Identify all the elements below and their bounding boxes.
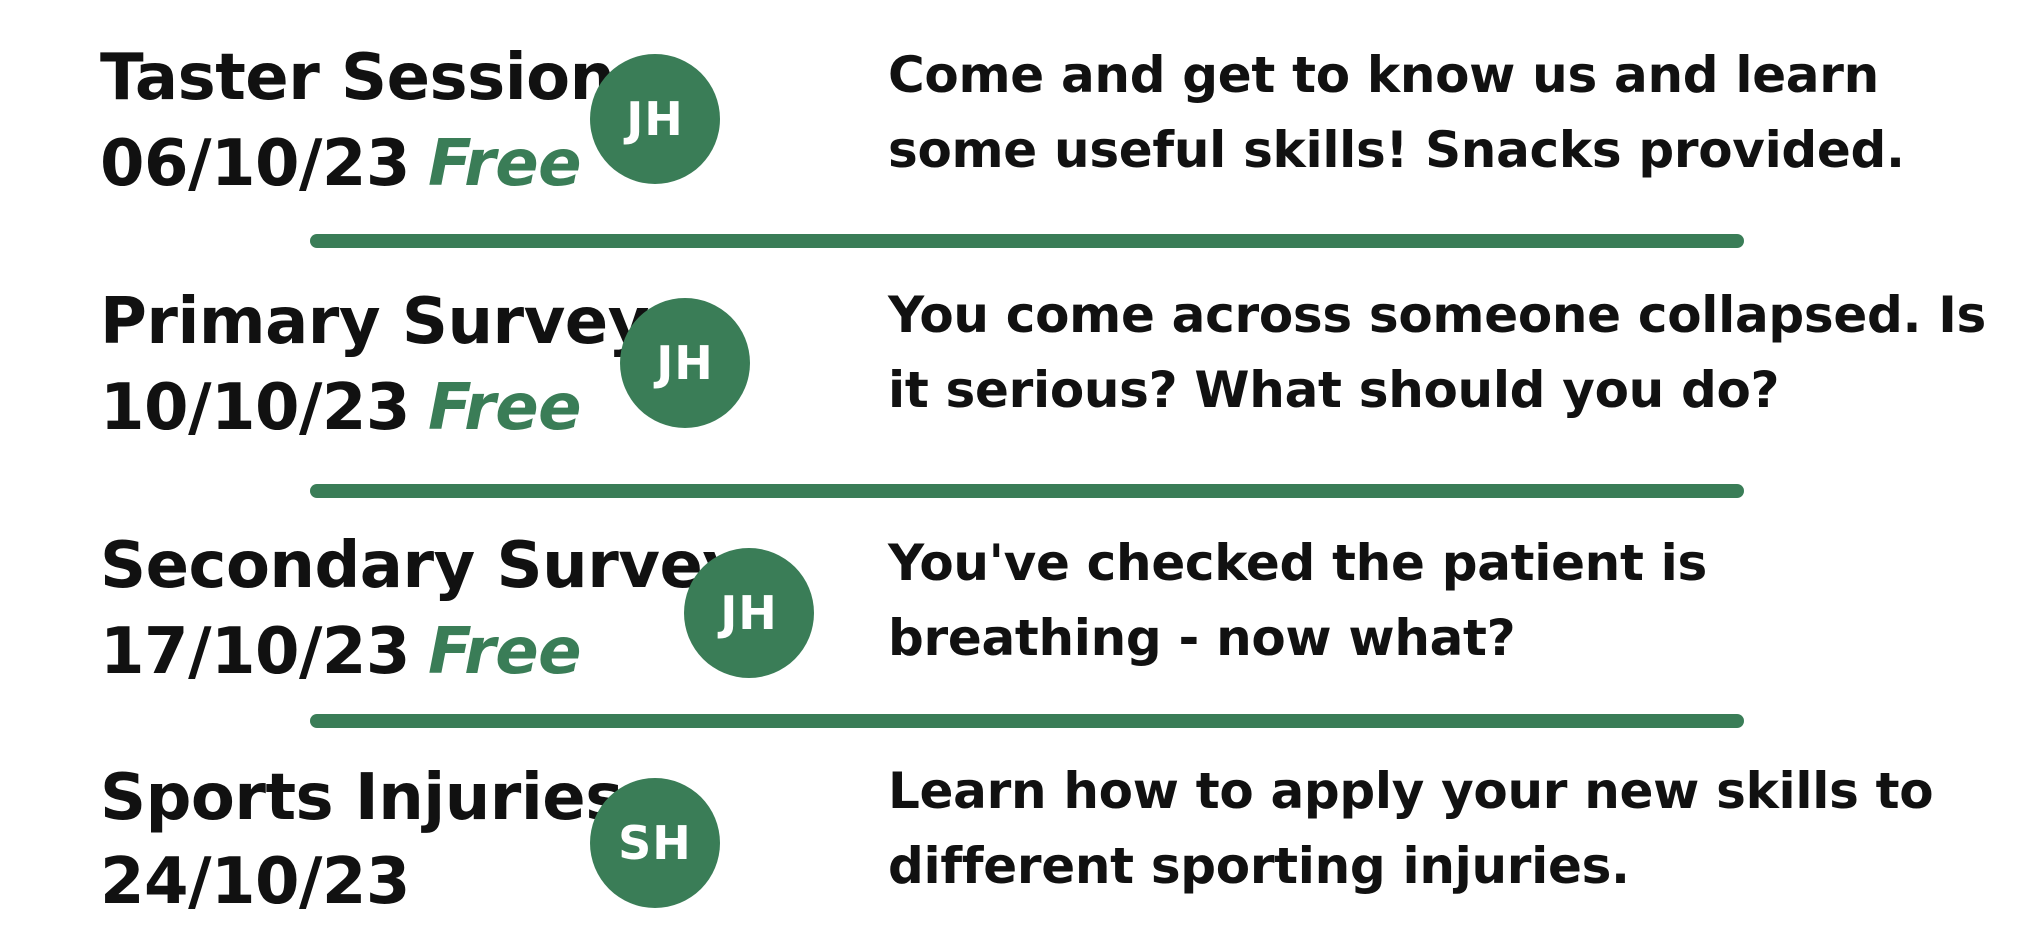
session-description: Come and get to know us and learn some u… [888, 46, 1905, 179]
session-price: Free [427, 371, 582, 445]
session-date-line: 17/10/23 Free [100, 620, 582, 684]
session-date-line: 10/10/23 Free [100, 376, 582, 440]
session-date: 24/10/23 [100, 845, 410, 919]
session-title: Sports Injuries [100, 761, 623, 835]
session-description: Learn how to apply your new skills to di… [888, 762, 1934, 895]
instructor-avatar: JH [590, 54, 720, 184]
instructor-avatar: JH [620, 298, 750, 428]
session-date: 06/10/23 [100, 127, 410, 201]
session-description: You come across someone collapsed. Is it… [888, 286, 1987, 419]
session-price: Free [427, 615, 582, 689]
session-title: Taster Session [100, 41, 615, 115]
session-title: Primary Survey [100, 285, 649, 359]
session-date: 17/10/23 [100, 615, 410, 689]
session-description: You've checked the patient is breathing … [888, 534, 1707, 667]
instructor-avatar: SH [590, 778, 720, 908]
session-date-line: 24/10/23 [100, 850, 410, 914]
session-date-line: 06/10/23 Free [100, 132, 582, 196]
session-price: Free [427, 127, 582, 201]
instructor-avatar: JH [684, 548, 814, 678]
divider [310, 484, 1744, 498]
session-title: Secondary Survey [100, 529, 744, 603]
divider [310, 714, 1744, 728]
divider [310, 234, 1744, 248]
session-date: 10/10/23 [100, 371, 410, 445]
